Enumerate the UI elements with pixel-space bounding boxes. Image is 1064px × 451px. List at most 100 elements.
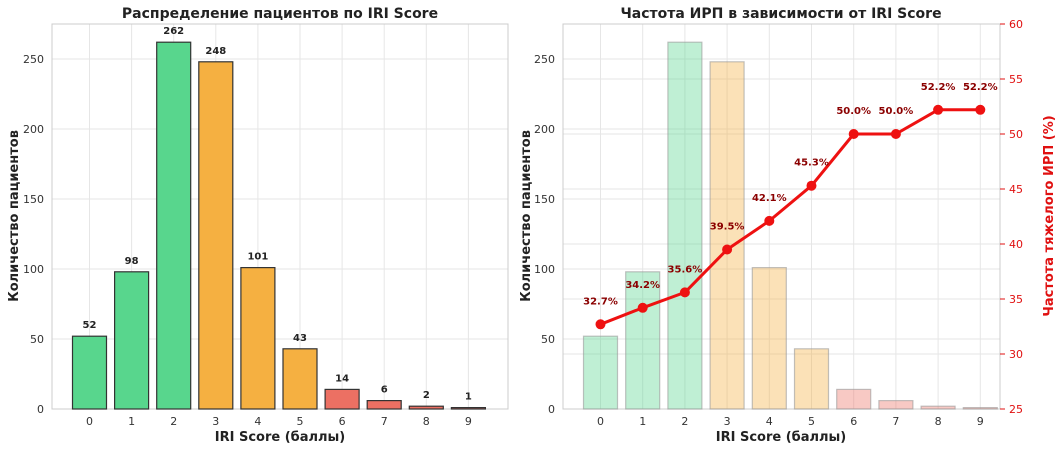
line-point: [933, 104, 944, 115]
y-tick-label: 250: [534, 53, 555, 66]
series-line: [599, 108, 981, 326]
right-y2-axis-label: Частота тяжелого ИРП (%): [1042, 115, 1057, 316]
x-tick-label: 1: [639, 415, 646, 428]
bar: [920, 405, 956, 410]
line-value-label: 42.1%: [752, 193, 787, 204]
x-tick-label: 5: [297, 415, 304, 428]
bar: [625, 271, 661, 410]
bar: [240, 267, 276, 410]
y2-tick-label: 35: [1009, 293, 1023, 306]
y2-tick-label: 50: [1009, 128, 1023, 141]
right-y-axis-label: Количество пациентов: [519, 130, 534, 302]
x-tick-label: 4: [254, 415, 261, 428]
bar: [751, 267, 787, 410]
bar-value-label: 1: [465, 392, 472, 403]
line-value-label: 34.2%: [625, 280, 660, 291]
x-tick-label: 0: [86, 415, 93, 428]
x-tick-label: 1: [128, 415, 135, 428]
bar-value-label: 2: [423, 390, 430, 401]
line-point: [637, 302, 648, 313]
bar-value-label: 43: [293, 333, 307, 344]
right-grid: [563, 23, 1000, 410]
line-value-label: 50.0%: [879, 106, 914, 117]
bar: [962, 407, 998, 410]
bar: [282, 348, 318, 410]
right-chart-title: Частота ИРП в зависимости от IRI Score: [620, 6, 941, 22]
bar: [878, 400, 914, 410]
y2-tick-label: 40: [1009, 238, 1023, 251]
bar: [198, 61, 234, 410]
bar: [408, 405, 444, 410]
y-tick-label: 50: [541, 333, 555, 346]
x-tick-label: 6: [339, 415, 346, 428]
left-x-axis-label: IRI Score (баллы): [215, 430, 346, 445]
x-tick-label: 7: [892, 415, 899, 428]
x-tick-label: 7: [381, 415, 388, 428]
line-value-label: 45.3%: [794, 158, 829, 169]
left-bars: 52 98 262 248 101 43 14 6 2 1: [71, 26, 486, 410]
bar: [156, 41, 192, 410]
y-tick-label: 150: [534, 193, 555, 206]
x-tick-label: 2: [681, 415, 688, 428]
line-value-label: 32.7%: [583, 296, 618, 307]
x-tick-label: 6: [850, 415, 857, 428]
bar-value-label: 98: [125, 256, 139, 267]
left-ticks: 0 50 100 150 200 250 0 1 2 3 4 5 6 7 8 9: [23, 53, 472, 428]
bar: [450, 407, 486, 410]
line-point: [679, 287, 690, 298]
bar: [793, 348, 830, 410]
y2-tick-label: 25: [1009, 403, 1023, 416]
line-point: [806, 180, 817, 191]
bar: [836, 388, 872, 410]
bar: [366, 400, 402, 410]
bar-value-label: 101: [247, 252, 268, 263]
left-plot-frame: [51, 23, 509, 410]
y2-tick-label: 45: [1009, 183, 1023, 196]
line-point: [764, 215, 775, 226]
bar: [113, 271, 150, 410]
line-value-label: 52.2%: [921, 82, 956, 93]
bar: [71, 335, 108, 410]
bar: [709, 61, 745, 410]
x-tick-label: 8: [423, 415, 430, 428]
y2-tick-label: 30: [1009, 348, 1023, 361]
y-tick-label: 250: [23, 53, 44, 66]
x-tick-label: 9: [465, 415, 472, 428]
right-x-axis-label: IRI Score (баллы): [716, 430, 847, 445]
line-point: [890, 129, 901, 139]
right-chart: 32.7% 34.2% 35.6% 39.5% 42.1% 45.3% 50.0% 50.0%…: [519, 6, 1057, 445]
y-tick-label: 0: [548, 403, 555, 416]
bar-value-label: 262: [163, 26, 184, 37]
x-tick-label: 9: [977, 415, 984, 428]
right-bars: [582, 41, 998, 410]
x-tick-label: 4: [766, 415, 773, 428]
line-value-label: 50.0%: [836, 106, 871, 117]
x-tick-label: 3: [212, 415, 219, 428]
y2-tick-label: 55: [1009, 73, 1023, 86]
y-tick-label: 200: [534, 123, 555, 136]
y-tick-label: 0: [37, 403, 44, 416]
line-value-label: 39.5%: [710, 222, 745, 233]
line-value-label: 52.2%: [963, 82, 998, 93]
x-tick-label: 8: [935, 415, 942, 428]
x-tick-label: 5: [808, 415, 815, 428]
line-point: [975, 104, 986, 115]
y-tick-label: 50: [30, 333, 44, 346]
bar: [582, 335, 619, 410]
right-line: 32.7% 34.2% 35.6% 39.5% 42.1% 45.3% 50.0% 50.0%…: [583, 82, 998, 330]
line-point: [595, 319, 606, 330]
line-value-label: 35.6%: [668, 264, 703, 275]
bar-value-label: 6: [381, 385, 388, 396]
bar: [324, 388, 360, 410]
line-point: [848, 129, 859, 139]
y-tick-label: 100: [534, 263, 555, 276]
x-tick-label: 3: [724, 415, 731, 428]
bar: [667, 41, 703, 410]
y-tick-label: 150: [23, 193, 44, 206]
y2-tick-label: 60: [1009, 18, 1023, 31]
x-tick-label: 0: [597, 415, 604, 428]
left-y-axis-label: Количество пациентов: [7, 130, 22, 302]
